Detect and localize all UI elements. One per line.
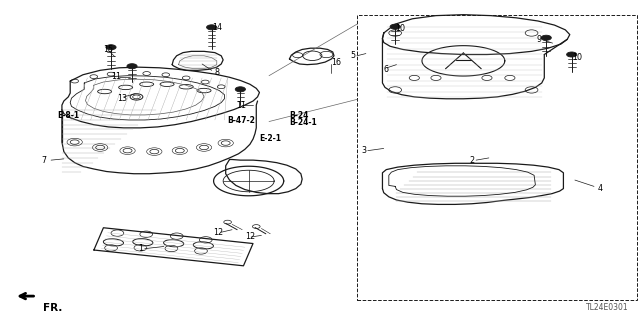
Text: 1: 1 <box>138 244 143 253</box>
Text: 10: 10 <box>395 24 405 33</box>
Text: 2: 2 <box>470 156 475 165</box>
Text: 5: 5 <box>351 51 356 60</box>
Circle shape <box>390 24 400 29</box>
Text: 3: 3 <box>362 146 367 155</box>
Circle shape <box>541 35 551 40</box>
Text: 4: 4 <box>597 184 602 193</box>
Text: 11: 11 <box>111 72 121 81</box>
Text: E-2-1: E-2-1 <box>259 134 282 144</box>
Text: 14: 14 <box>212 23 221 32</box>
Text: 13: 13 <box>117 94 127 103</box>
Text: 11: 11 <box>236 100 246 110</box>
Text: 6: 6 <box>384 65 388 74</box>
Text: B-24: B-24 <box>289 111 308 120</box>
Text: E-8-1: E-8-1 <box>58 111 79 120</box>
Text: TL24E0301: TL24E0301 <box>586 303 629 312</box>
Text: 16: 16 <box>332 58 342 67</box>
Circle shape <box>207 25 217 30</box>
Text: 7: 7 <box>41 156 46 165</box>
Text: FR.: FR. <box>43 303 62 313</box>
Circle shape <box>127 64 137 69</box>
Circle shape <box>236 87 246 92</box>
Text: 10: 10 <box>572 53 582 62</box>
Text: 9: 9 <box>537 35 542 44</box>
Text: 12: 12 <box>245 233 255 241</box>
Text: B-24-1: B-24-1 <box>289 118 317 127</box>
Bar <box>357 15 637 300</box>
Text: B-47-2: B-47-2 <box>228 116 255 125</box>
Circle shape <box>106 45 116 50</box>
Text: 8: 8 <box>215 68 220 77</box>
Text: 15: 15 <box>103 45 113 54</box>
Text: 12: 12 <box>213 228 223 237</box>
Circle shape <box>566 52 577 57</box>
